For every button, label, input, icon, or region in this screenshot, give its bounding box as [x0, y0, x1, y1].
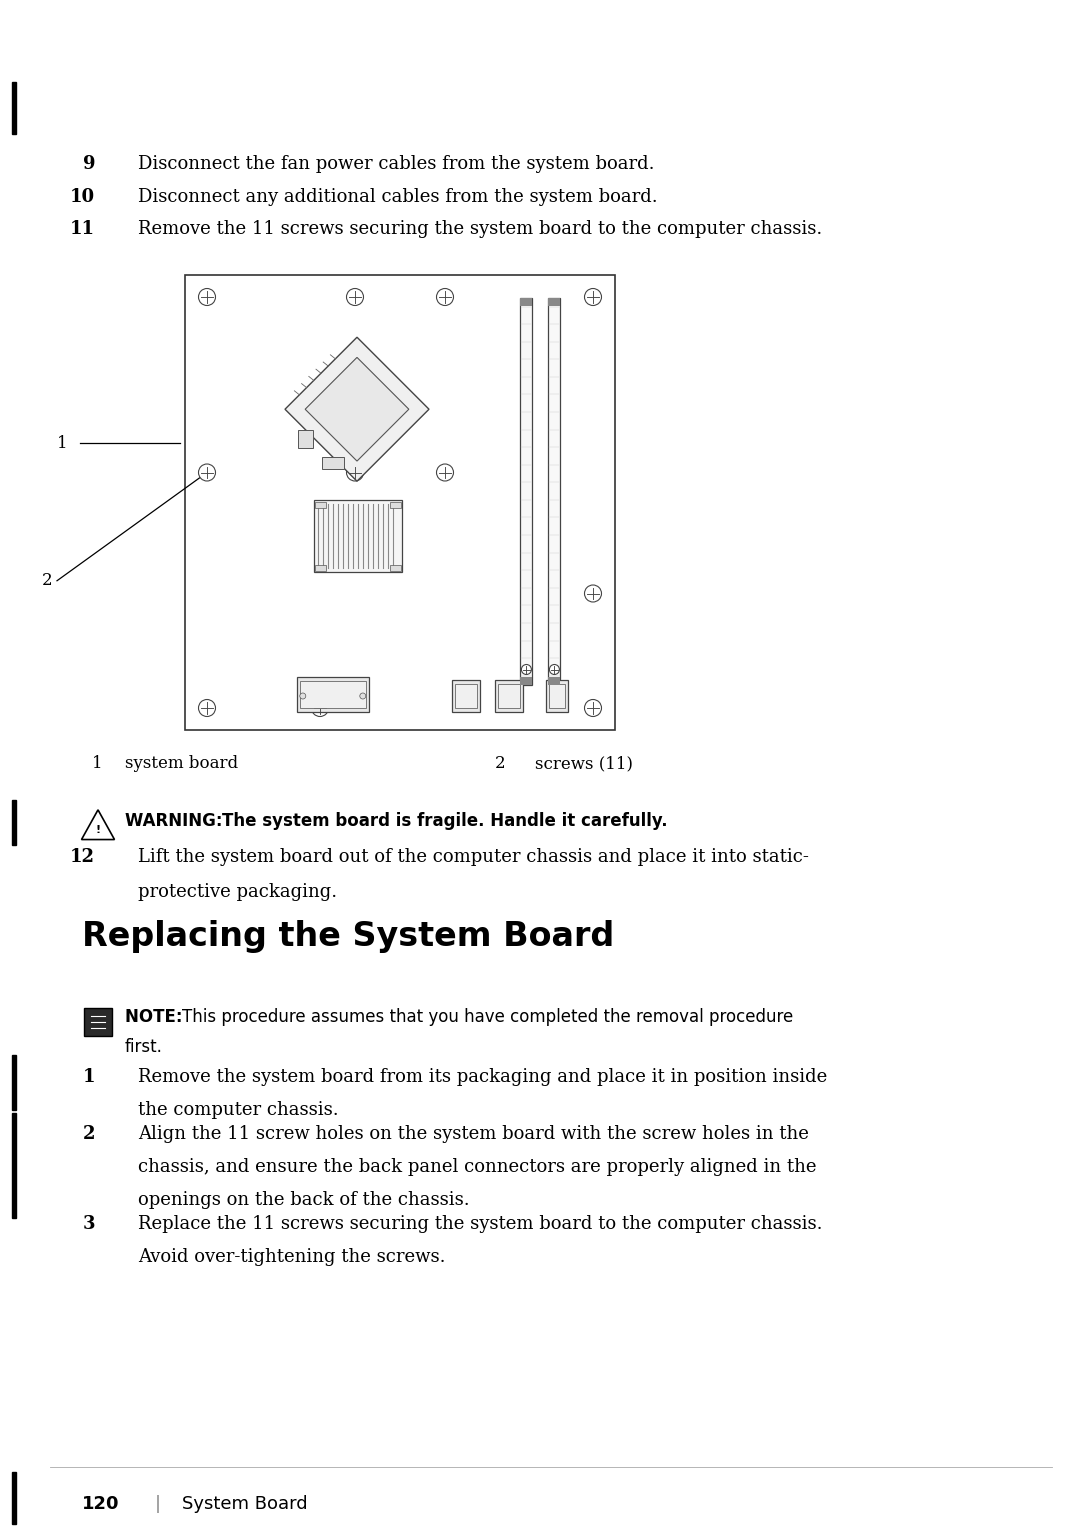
Text: WARNING:: WARNING: [125, 812, 228, 830]
Text: Remove the 11 screws securing the system board to the computer chassis.: Remove the 11 screws securing the system… [138, 220, 822, 239]
Text: 12: 12 [70, 849, 95, 865]
Bar [185, 275, 615, 729]
Text: The system board is fragile. Handle it carefully.: The system board is fragile. Handle it c… [222, 812, 667, 830]
Text: 1: 1 [57, 434, 68, 453]
Circle shape [436, 289, 454, 306]
Text: the computer chassis.: the computer chassis. [138, 1101, 339, 1119]
Text: 10: 10 [70, 188, 95, 206]
Bar [549, 676, 561, 685]
Text: Align the 11 screw holes on the system board with the screw holes in the: Align the 11 screw holes on the system b… [138, 1125, 809, 1144]
Bar [12, 1113, 16, 1219]
Circle shape [360, 693, 366, 699]
Text: 9: 9 [82, 154, 95, 173]
Bar [12, 83, 16, 135]
Text: 120: 120 [82, 1495, 120, 1514]
Bar [521, 676, 532, 685]
Bar [549, 298, 561, 306]
Polygon shape [306, 358, 409, 462]
Text: 2: 2 [41, 572, 52, 589]
Bar [495, 680, 523, 713]
Bar [451, 680, 480, 713]
Circle shape [584, 289, 602, 306]
Circle shape [550, 665, 559, 674]
Text: 2: 2 [82, 1125, 95, 1144]
Circle shape [199, 463, 216, 482]
Text: 2: 2 [495, 755, 505, 772]
Polygon shape [285, 338, 429, 482]
Text: 3: 3 [82, 1216, 95, 1232]
Text: Remove the system board from its packaging and place it in position inside: Remove the system board from its packagi… [138, 1067, 827, 1086]
Polygon shape [81, 810, 114, 839]
Text: chassis, and ensure the back panel connectors are properly aligned in the: chassis, and ensure the back panel conne… [138, 1157, 816, 1176]
Bar [297, 677, 368, 713]
Text: 1: 1 [92, 755, 103, 772]
Text: openings on the back of the chassis.: openings on the back of the chassis. [138, 1191, 470, 1209]
Text: Lift the system board out of the computer chassis and place it into static-: Lift the system board out of the compute… [138, 849, 809, 865]
Bar [521, 298, 532, 306]
Bar [315, 566, 325, 572]
Bar [12, 1055, 16, 1110]
Circle shape [522, 665, 531, 674]
Bar [550, 683, 565, 708]
Bar [391, 502, 401, 508]
Text: !: ! [95, 826, 100, 835]
Circle shape [199, 289, 216, 306]
Bar [315, 502, 325, 508]
Circle shape [199, 699, 216, 717]
Text: Disconnect the fan power cables from the system board.: Disconnect the fan power cables from the… [138, 154, 654, 173]
Text: Replace the 11 screws securing the system board to the computer chassis.: Replace the 11 screws securing the syste… [138, 1216, 823, 1232]
Circle shape [436, 463, 454, 482]
Text: screws (11): screws (11) [535, 755, 633, 772]
Bar [298, 430, 313, 448]
Text: Disconnect any additional cables from the system board.: Disconnect any additional cables from th… [138, 188, 658, 206]
Text: This procedure assumes that you have completed the removal procedure: This procedure assumes that you have com… [183, 1008, 793, 1026]
Bar [391, 566, 401, 572]
Circle shape [347, 289, 364, 306]
Text: Avoid over-tightening the screws.: Avoid over-tightening the screws. [138, 1248, 446, 1266]
Text: |: | [156, 1495, 161, 1514]
Text: system board: system board [125, 755, 238, 772]
Text: 11: 11 [70, 220, 95, 239]
Bar [521, 298, 532, 685]
Text: System Board: System Board [183, 1495, 308, 1514]
Text: first.: first. [125, 1038, 163, 1057]
Circle shape [347, 463, 364, 482]
Bar [546, 680, 568, 713]
Bar [84, 1008, 112, 1037]
Circle shape [584, 586, 602, 602]
Bar [12, 1472, 16, 1524]
Text: 1: 1 [82, 1067, 95, 1086]
Bar [549, 298, 561, 685]
Circle shape [300, 693, 306, 699]
Bar [322, 457, 343, 469]
Circle shape [311, 699, 328, 717]
Text: Replacing the System Board: Replacing the System Board [82, 920, 615, 953]
Bar [314, 500, 402, 572]
Bar [498, 683, 519, 708]
Bar [455, 683, 476, 708]
Bar [12, 800, 16, 846]
Circle shape [584, 699, 602, 717]
Text: protective packaging.: protective packaging. [138, 884, 337, 901]
Bar [300, 680, 366, 708]
Text: NOTE:: NOTE: [125, 1008, 188, 1026]
